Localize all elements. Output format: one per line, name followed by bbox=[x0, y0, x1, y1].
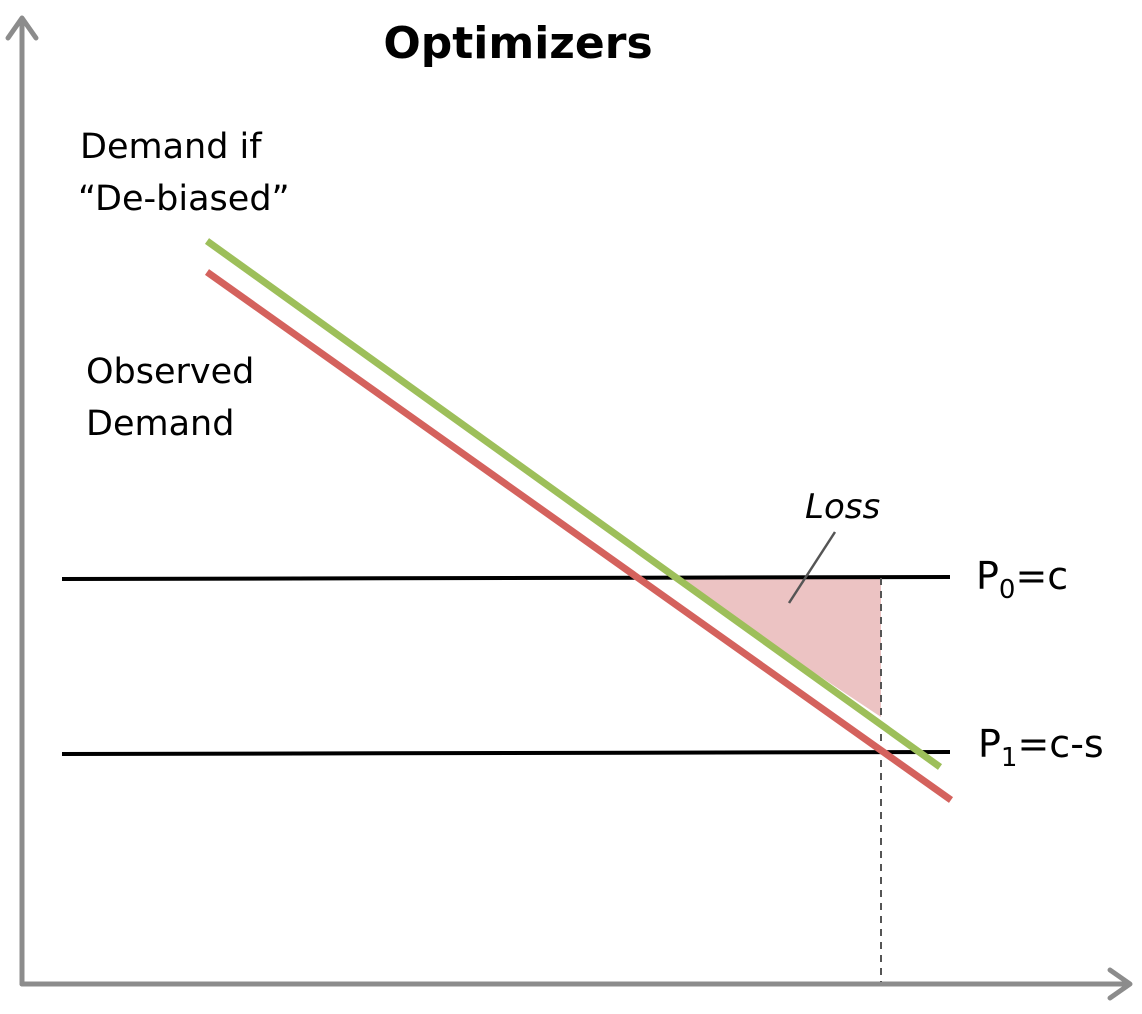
observed-label-line2: Demand bbox=[86, 404, 234, 444]
debiased-label-line2: “De-biased” bbox=[78, 179, 290, 219]
observed-demand-line bbox=[204, 269, 954, 803]
loss-label: Loss bbox=[805, 487, 880, 527]
x-axis bbox=[19, 967, 1133, 1001]
price-line-p1 bbox=[61, 750, 951, 756]
price-label-p0: P0=c bbox=[976, 554, 1068, 605]
debiased-label-line1: Demand if bbox=[80, 127, 262, 167]
price-line-p0 bbox=[61, 575, 951, 581]
y-axis bbox=[5, 15, 39, 987]
p1-symbol: P bbox=[978, 722, 1001, 766]
p1-rest: =c-s bbox=[1017, 722, 1103, 766]
p0-subscript: 0 bbox=[999, 575, 1016, 605]
debiased-demand-line bbox=[204, 238, 943, 770]
p0-rest: =c bbox=[1015, 554, 1068, 598]
observed-label-line1: Observed bbox=[86, 352, 254, 392]
diagram-title: Optimizers bbox=[383, 18, 652, 69]
loss-pointer bbox=[787, 531, 837, 604]
p1-subscript: 1 bbox=[1001, 743, 1018, 773]
price-label-p1: P1=c-s bbox=[978, 722, 1104, 773]
p0-symbol: P bbox=[976, 554, 999, 598]
